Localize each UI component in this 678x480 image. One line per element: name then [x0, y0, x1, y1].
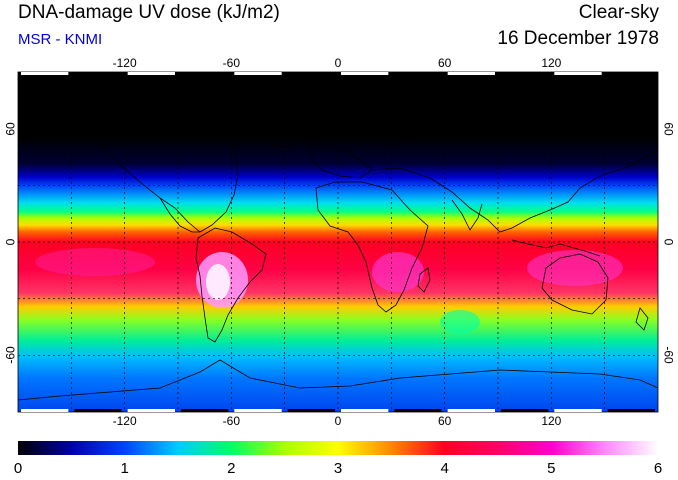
title: DNA-damage UV dose (kJ/m2) [18, 2, 280, 23]
latitude-label-right: -60 [661, 346, 676, 364]
latitude-label-right: 0 [660, 238, 675, 246]
coastline-asia [371, 109, 658, 233]
frame-tick [74, 72, 122, 75]
frame-tick [501, 409, 549, 412]
frame-tick [447, 72, 495, 75]
frame-tick [394, 409, 442, 412]
longitude-label-top: 0 [334, 56, 342, 70]
high-uv-region-africa [372, 252, 424, 292]
coastline-madagascar [417, 267, 431, 293]
longitude-label-top: 60 [437, 56, 452, 70]
longitude-label-top: 120 [541, 56, 562, 70]
latitude-label-left: 60 [3, 121, 18, 136]
coastline-antarctica [18, 359, 658, 401]
map-frame [17, 71, 659, 413]
frame-tick [127, 409, 175, 412]
frame-tick [287, 72, 335, 75]
coastline-greenland [257, 109, 301, 149]
high-uv-region-pacific [35, 248, 155, 276]
longitude-label-bottom: 60 [437, 414, 452, 428]
frame-tick [607, 72, 655, 75]
colorbar-label: 1 [120, 460, 129, 477]
frame-tick [394, 72, 442, 75]
colorbar [18, 441, 658, 455]
coastline-maritime-asia [511, 239, 601, 257]
frame-tick [341, 72, 389, 75]
longitude-label-bottom: 0 [334, 414, 342, 428]
frame-tick [607, 409, 655, 412]
colorbar-label: 6 [653, 460, 663, 477]
colorbar-label: 3 [333, 460, 343, 477]
cloudless-green-band-indian-ocean [440, 310, 480, 334]
peak-uv-region-south-america [206, 264, 230, 300]
longitude-label-top: -120 [112, 56, 137, 70]
colorbar-label: 2 [227, 460, 236, 477]
coastline-africa [315, 181, 429, 313]
coastlines [18, 109, 658, 401]
coastline-india [451, 199, 483, 231]
longitude-label-top: -60 [222, 56, 240, 70]
frame-tick [21, 72, 69, 75]
frame-tick [554, 72, 602, 75]
coastline-central-america [159, 197, 200, 233]
frame-tick [234, 409, 282, 412]
coastline-north-america [18, 109, 239, 233]
latitude-label-left: 0 [2, 238, 17, 246]
frame-tick [21, 409, 69, 412]
latitude-label-left: -60 [3, 346, 18, 364]
frame-tick [501, 72, 549, 75]
colorbar-label: 0 [13, 460, 23, 477]
colorbar-label: 5 [547, 460, 556, 477]
date: 16 December 1978 [497, 28, 659, 49]
frame-tick [554, 409, 602, 412]
longitude-label-bottom: -60 [222, 414, 240, 428]
frame-tick [127, 72, 175, 75]
subtitle: MSR - KNMI [18, 31, 103, 48]
frame-tick [181, 409, 229, 412]
coastline-europe [309, 139, 373, 179]
frame-tick [341, 409, 389, 412]
coastline-new-zealand [635, 307, 649, 331]
latitude-label-right: 60 [661, 121, 676, 136]
frame-ticks-top [21, 72, 655, 75]
longitude-label-bottom: -120 [112, 414, 137, 428]
frame-tick [74, 409, 122, 412]
longitude-label-bottom: 120 [541, 414, 562, 428]
sky-condition: Clear-sky [578, 2, 659, 23]
frame-tick [181, 72, 229, 75]
frame-tick [234, 72, 282, 75]
frame-tick [447, 409, 495, 412]
frame-tick [287, 409, 335, 412]
coastline-australia [541, 253, 609, 315]
grid [18, 72, 658, 412]
coastline-south-america [195, 227, 267, 343]
colorbar-label: 4 [440, 460, 449, 477]
frame-ticks-bottom [21, 409, 655, 412]
